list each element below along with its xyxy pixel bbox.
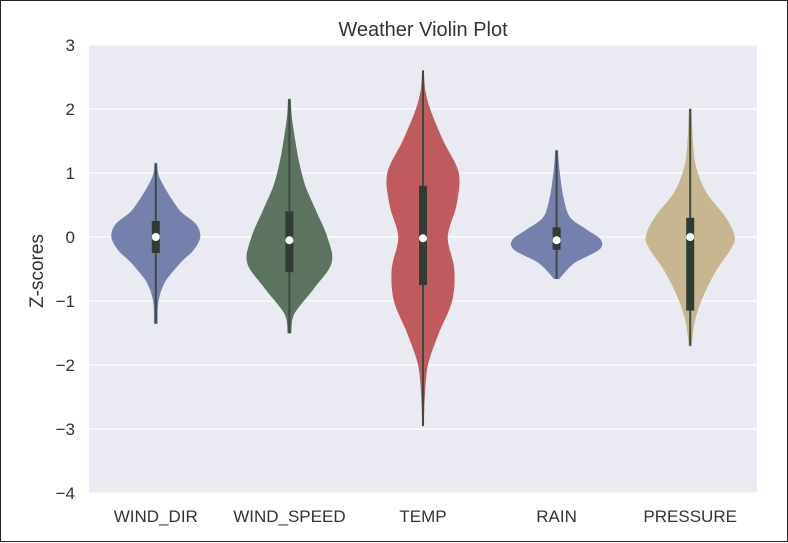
violins [111,70,735,427]
chart-title: Weather Violin Plot [338,19,508,41]
violin-median-point [151,233,160,241]
y-tick-label: −1 [56,292,75,311]
violin-median-point [419,234,427,243]
y-axis-label: Z-scores [27,234,48,308]
y-tick-label: 3 [66,36,75,55]
violin-median-point [285,236,294,245]
x-tick-labels: WIND_DIR WIND_SPEED TEMP RAIN PRESSURE [114,507,737,526]
y-tick-label: 1 [66,164,75,183]
y-tick-label: 2 [66,100,75,119]
y-tick-labels: 3 2 1 0 −1 −2 −3 −4 [56,36,75,503]
violin-median-point [552,236,561,245]
violin-iqr-box [686,217,695,311]
y-tick-label: −4 [56,484,75,503]
x-tick-label: WIND_DIR [114,507,198,526]
y-tick-label: −3 [56,420,75,439]
y-tick-label: 0 [66,228,75,247]
x-tick-label: TEMP [399,507,446,526]
x-tick-label: RAIN [536,507,577,526]
x-tick-label: WIND_SPEED [233,507,345,526]
y-tick-label: −2 [56,356,75,375]
x-tick-label: PRESSURE [643,507,737,526]
violin-median-point [686,233,695,241]
